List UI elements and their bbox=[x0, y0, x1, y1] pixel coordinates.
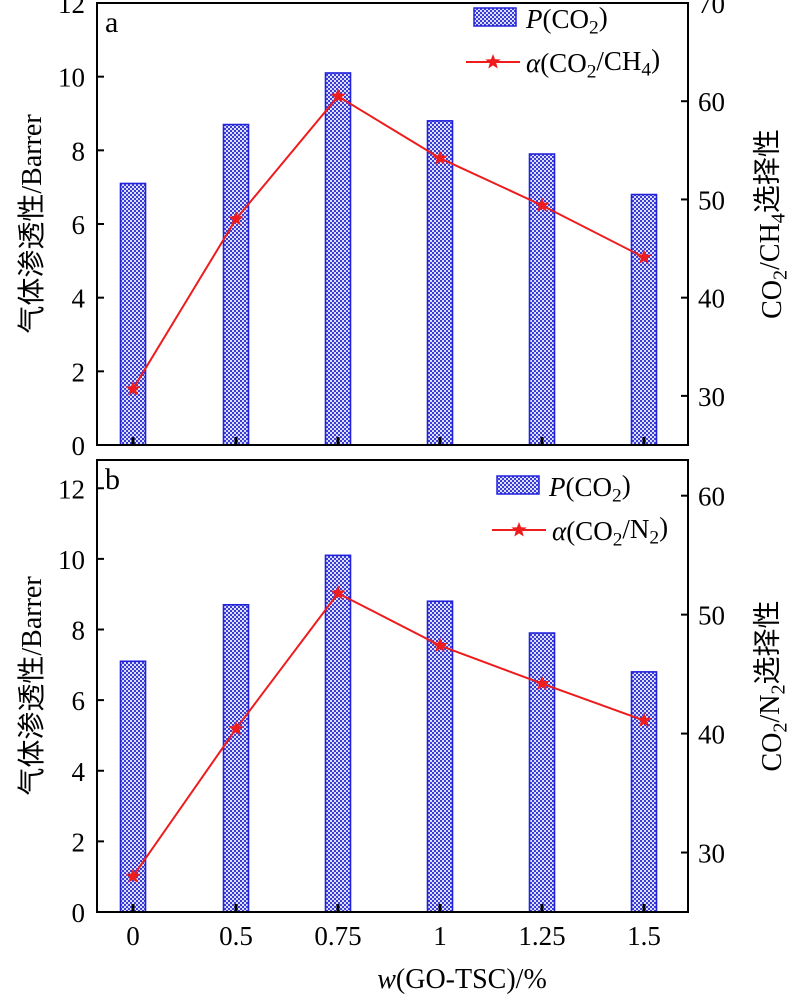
panel-label: a bbox=[105, 6, 118, 39]
y2-axis-title: CO2/N2选择性 bbox=[752, 600, 792, 771]
star-marker-0.5 bbox=[228, 720, 244, 736]
x-tick-label: 1.25 bbox=[518, 921, 565, 951]
y-tick-label: 8 bbox=[72, 616, 86, 646]
bar-1 bbox=[426, 600, 454, 913]
y-tick-label: 10 bbox=[58, 63, 85, 93]
y2-axis-title: CO2/CH4选择性 bbox=[752, 129, 792, 319]
star-marker-1.5 bbox=[636, 249, 652, 264]
x-tick-label: 0.5 bbox=[219, 921, 253, 951]
bar-0 bbox=[119, 182, 147, 446]
bar-1.5 bbox=[630, 671, 658, 913]
y-tick-label: 4 bbox=[72, 757, 86, 787]
x-tick-label: 0.75 bbox=[314, 921, 361, 951]
y-tick-label: 2 bbox=[72, 827, 86, 857]
y-tick-label: 6 bbox=[72, 686, 86, 716]
bar-1.25 bbox=[528, 632, 556, 913]
star-marker-1.25 bbox=[534, 197, 550, 212]
y2-tick-label: 30 bbox=[698, 382, 725, 412]
y2-tick-label: 40 bbox=[698, 720, 725, 750]
star-marker-1.25 bbox=[534, 675, 550, 691]
bar-0.75 bbox=[324, 554, 352, 913]
y2-tick-label: 50 bbox=[698, 185, 725, 215]
y-axis-title: 气体渗透性/Barrer bbox=[16, 114, 48, 334]
y-tick-label: 0 bbox=[72, 898, 86, 928]
y-tick-label: 10 bbox=[58, 545, 85, 575]
y-tick-label: 8 bbox=[72, 136, 86, 166]
y-tick-label: 6 bbox=[72, 210, 86, 240]
star-marker-1 bbox=[432, 637, 448, 653]
legend-line-label: α(CO2/CH4) bbox=[526, 44, 660, 83]
selectivity-line bbox=[132, 591, 645, 877]
bar-0.5 bbox=[222, 123, 250, 446]
selectivity-line bbox=[132, 95, 645, 390]
legend-star-marker bbox=[511, 522, 527, 537]
y2-tick-label: 40 bbox=[698, 284, 725, 314]
chart-panel-b: 0 2 4 6 8 10 12 30 40 50 60 b 气体渗透性/Barrer CO2/N2选择性 P… bbox=[16, 459, 792, 928]
legend-bar-label: P(CO2) bbox=[525, 2, 608, 39]
bar-0.75 bbox=[324, 72, 352, 446]
star-marker-0 bbox=[125, 381, 141, 396]
bar-1 bbox=[426, 120, 454, 446]
y-tick-label: 12 bbox=[58, 474, 85, 504]
star-marker-0.75 bbox=[330, 585, 346, 600]
x-axis-title: w(GO-TSC)/% bbox=[377, 964, 547, 995]
y-tick-label: 12 bbox=[58, 0, 85, 19]
y2-tick-label: 30 bbox=[698, 839, 725, 869]
star-marker-1.5 bbox=[636, 712, 652, 727]
y-tick-label: 0 bbox=[72, 431, 86, 461]
star-marker-0 bbox=[125, 868, 141, 883]
plot-frame bbox=[96, 459, 689, 913]
star-marker-1 bbox=[432, 150, 448, 165]
legend-bar-swatch bbox=[473, 7, 517, 27]
bar-0.5 bbox=[222, 603, 250, 913]
bar-1.5 bbox=[630, 193, 658, 446]
legend-line-label: α(CO2/N2) bbox=[552, 512, 668, 551]
y-axis-title: 气体渗透性/Barrer bbox=[16, 576, 48, 796]
y-tick-label: 2 bbox=[72, 357, 86, 387]
x-tick-label: 0 bbox=[126, 921, 140, 951]
y2-tick-label: 60 bbox=[698, 87, 725, 117]
panel-label: b bbox=[105, 463, 120, 496]
x-tick-label: 1.5 bbox=[627, 921, 661, 951]
chart-panel-a: 0 2 4 6 8 10 12 30 40 50 60 70 a 气体渗透性/Barrer CO2/CH4选… bbox=[16, 0, 792, 461]
x-tick-label: 1 bbox=[433, 921, 447, 951]
legend-bar-label: P(CO2) bbox=[548, 470, 631, 507]
y2-tick-label: 60 bbox=[698, 482, 725, 512]
legend-star-marker bbox=[485, 54, 501, 69]
y-tick-label: 4 bbox=[72, 284, 86, 314]
y2-tick-label: 70 bbox=[698, 0, 725, 19]
y2-tick-label: 50 bbox=[698, 601, 725, 631]
star-marker-0.75 bbox=[330, 88, 346, 103]
legend-bar-swatch bbox=[496, 475, 540, 495]
star-marker-0.5 bbox=[228, 211, 244, 226]
